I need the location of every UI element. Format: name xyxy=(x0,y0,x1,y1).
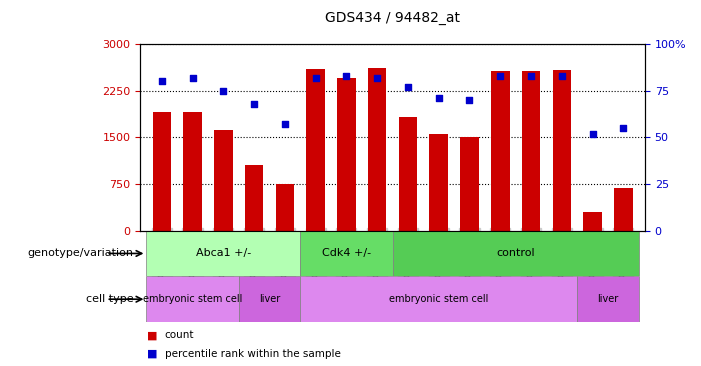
Text: Cdk4 +/-: Cdk4 +/- xyxy=(322,249,371,258)
Point xyxy=(218,88,229,94)
Bar xyxy=(577,276,639,322)
Point xyxy=(526,73,537,79)
Text: percentile rank within the sample: percentile rank within the sample xyxy=(165,349,341,359)
Bar xyxy=(491,71,510,231)
Bar xyxy=(147,276,238,322)
Bar xyxy=(522,71,540,231)
Point xyxy=(402,84,414,90)
Bar xyxy=(275,184,294,231)
Bar xyxy=(368,68,386,231)
Bar xyxy=(337,78,355,231)
Point xyxy=(187,75,198,81)
Point xyxy=(556,73,567,79)
Point xyxy=(156,78,168,84)
Text: cell type: cell type xyxy=(86,294,133,304)
Text: ■: ■ xyxy=(147,330,158,340)
Bar xyxy=(461,137,479,231)
Point xyxy=(248,101,259,107)
Text: embryonic stem cell: embryonic stem cell xyxy=(389,294,489,304)
Point xyxy=(279,121,290,127)
Bar xyxy=(393,231,639,276)
Text: GDS434 / 94482_at: GDS434 / 94482_at xyxy=(325,11,460,25)
Bar xyxy=(306,69,325,231)
Text: ■: ■ xyxy=(147,349,158,359)
Text: embryonic stem cell: embryonic stem cell xyxy=(143,294,243,304)
Point xyxy=(372,75,383,81)
Bar xyxy=(300,276,577,322)
Bar xyxy=(153,112,171,231)
Bar xyxy=(147,231,300,276)
Bar xyxy=(614,188,632,231)
Text: count: count xyxy=(165,330,194,340)
Bar xyxy=(238,276,300,322)
Text: genotype/variation: genotype/variation xyxy=(27,249,133,258)
Point xyxy=(433,95,444,101)
Bar xyxy=(245,165,264,231)
Point xyxy=(495,73,506,79)
Text: liver: liver xyxy=(597,294,618,304)
Bar xyxy=(552,70,571,231)
Text: Abca1 +/-: Abca1 +/- xyxy=(196,249,251,258)
Bar xyxy=(183,112,202,231)
Bar xyxy=(300,231,393,276)
Point xyxy=(310,75,321,81)
Point xyxy=(341,73,352,79)
Text: control: control xyxy=(496,249,535,258)
Text: liver: liver xyxy=(259,294,280,304)
Bar xyxy=(399,117,417,231)
Point xyxy=(618,125,629,131)
Point xyxy=(587,131,598,137)
Point xyxy=(464,97,475,103)
Bar xyxy=(583,212,602,231)
Bar xyxy=(430,134,448,231)
Bar xyxy=(214,130,233,231)
